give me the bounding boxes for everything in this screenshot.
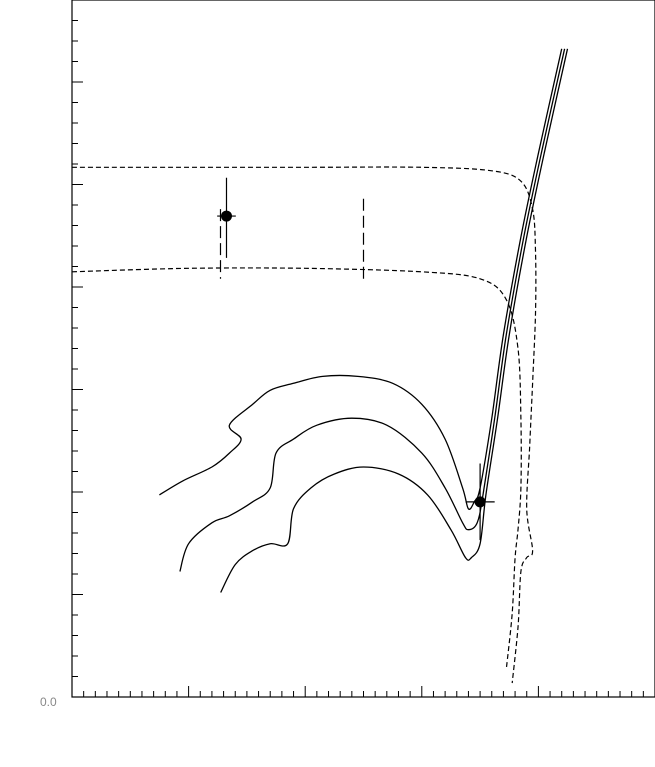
dashed-curve-4 [71,166,537,684]
plot-frame [71,0,655,698]
data-point-1 [220,210,232,222]
solid-curve-2 [179,48,566,572]
corner-label: 0.0 [40,695,57,709]
solid-curve-3 [220,48,569,593]
axis-ticks [71,0,655,698]
solid-curve-1 [159,48,563,510]
data-points [217,177,495,541]
curves [71,48,569,684]
dashed-curve-5 [71,267,522,670]
data-point-2 [474,496,486,508]
